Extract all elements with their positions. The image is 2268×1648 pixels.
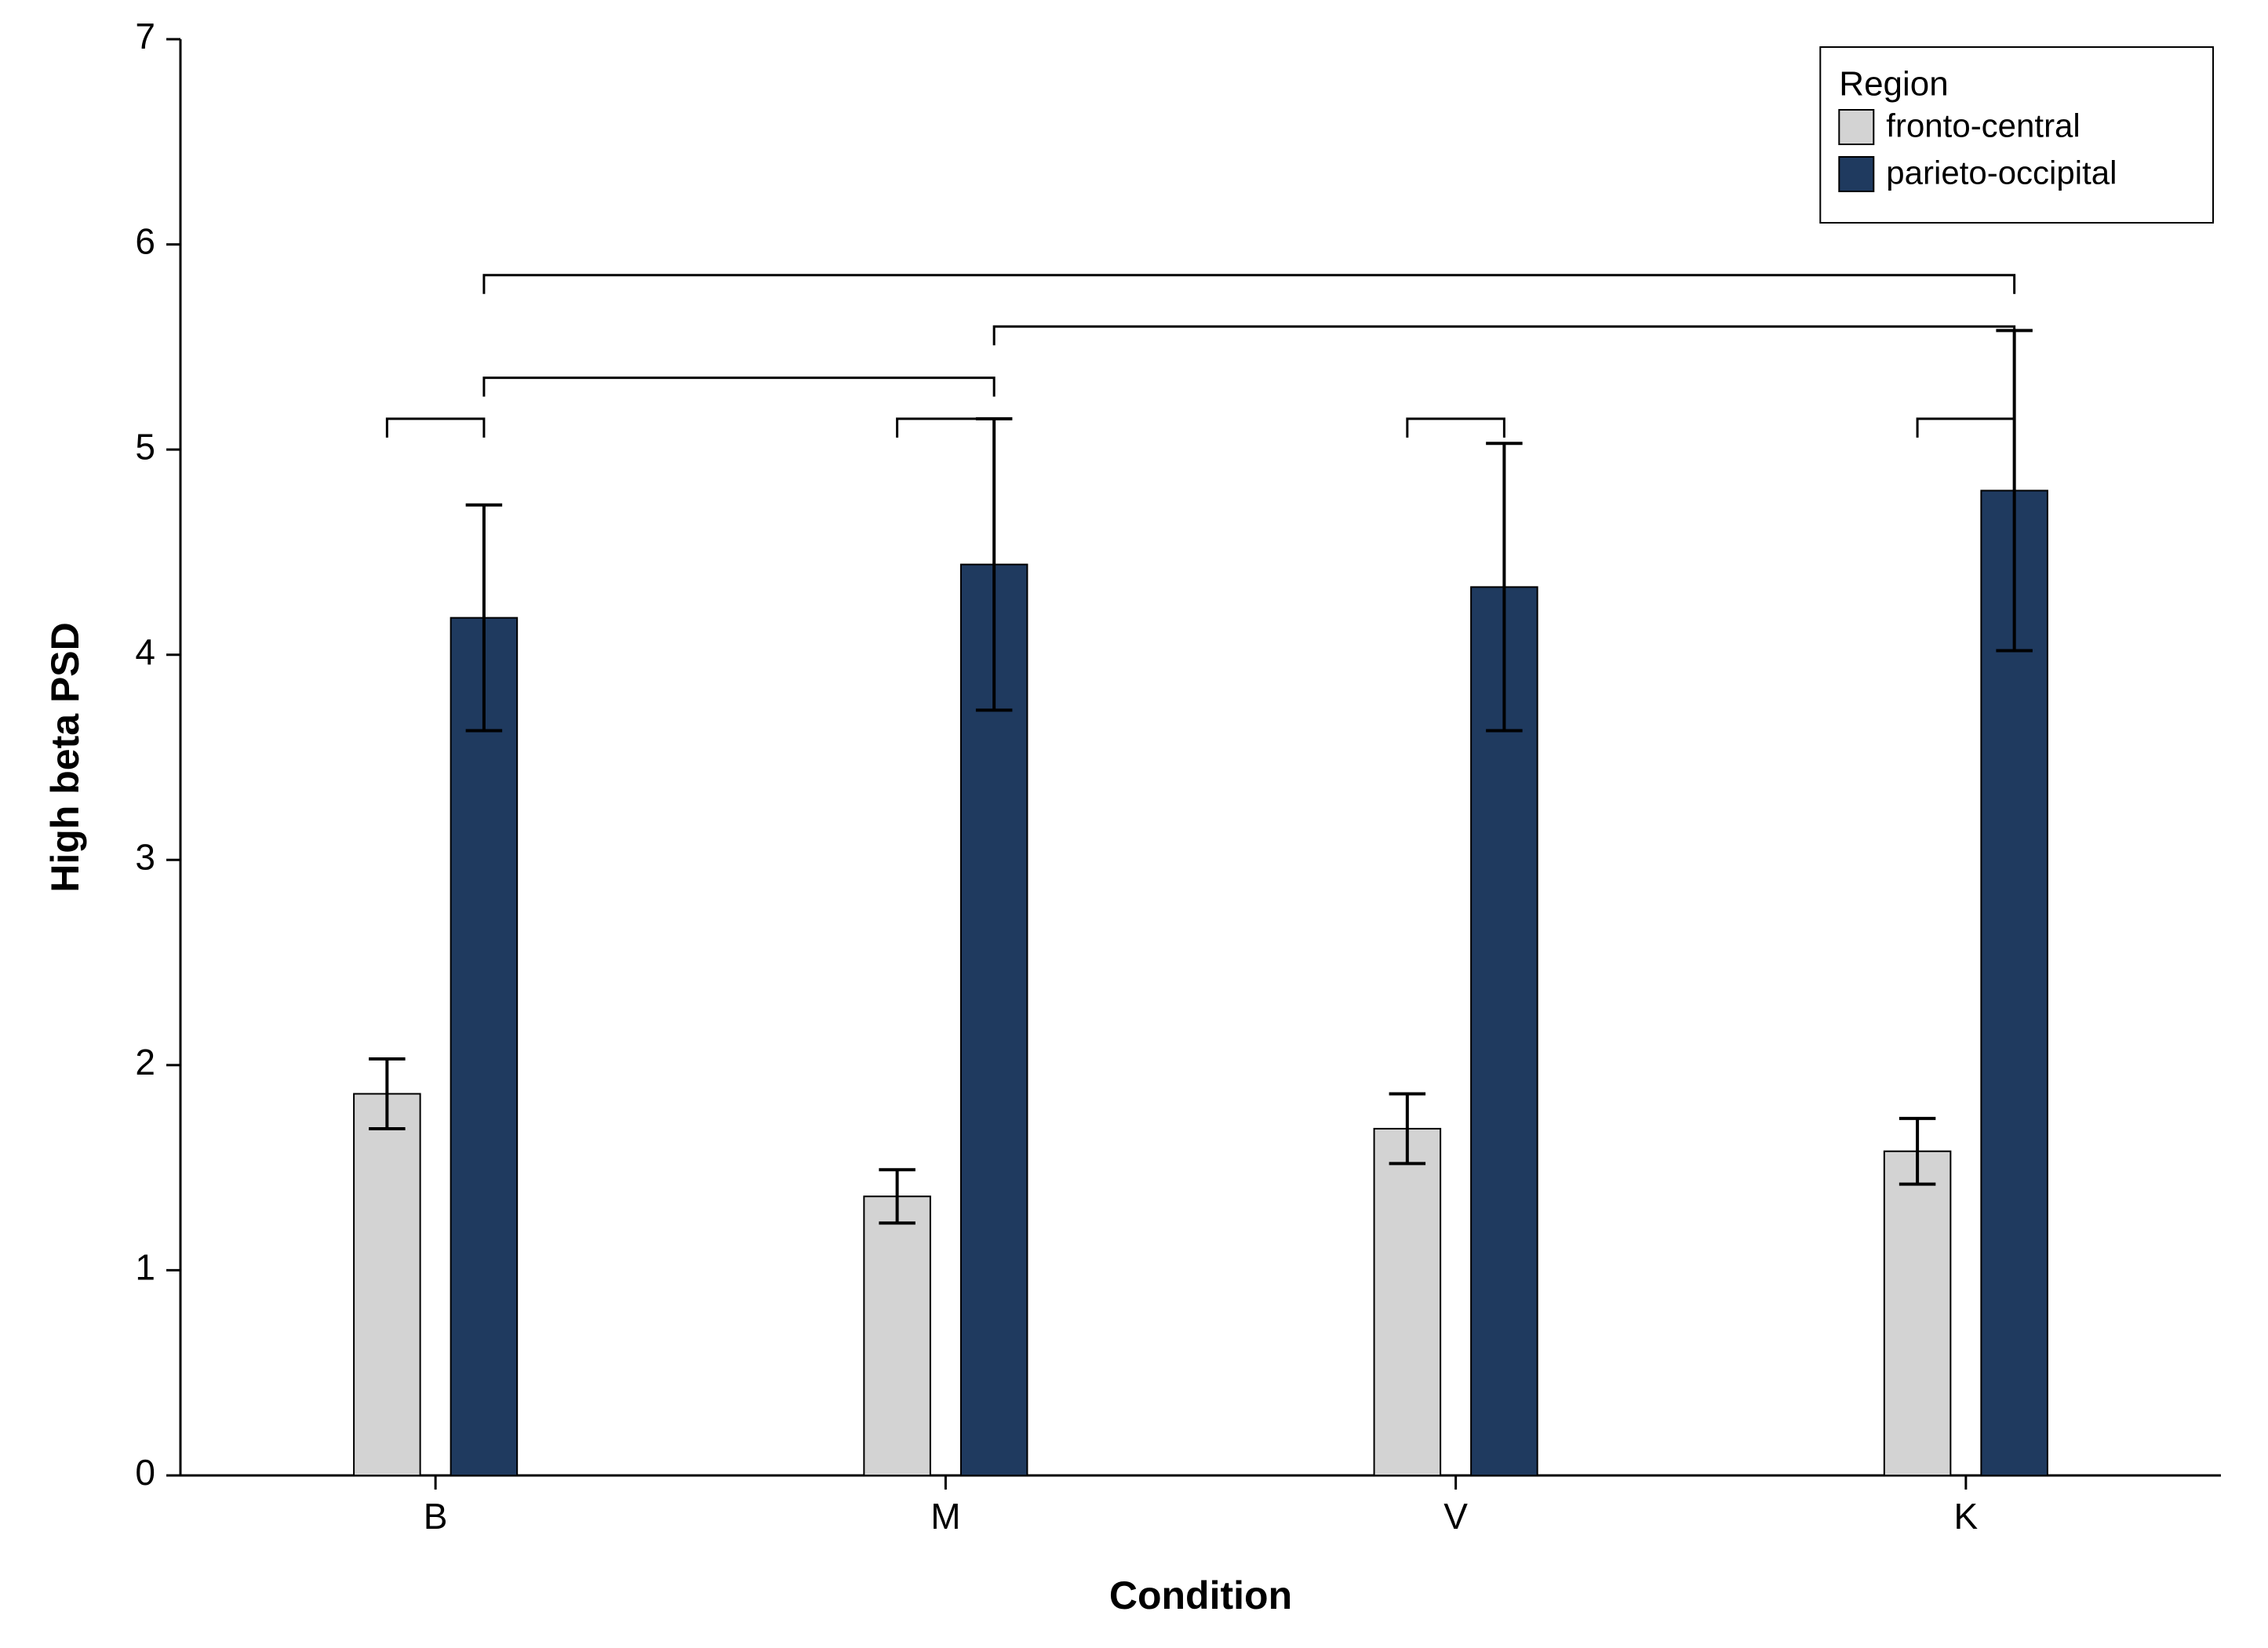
bar-chart-svg: 0 1 2 3 4 5 6 7 B M V K High beta PSD Condition Region… bbox=[0, 0, 2268, 1648]
x-tick-label: M bbox=[930, 1496, 960, 1537]
y-tick-label: 1 bbox=[135, 1247, 155, 1288]
x-tick-label: B bbox=[424, 1496, 448, 1537]
bar-V-fronto_central bbox=[1374, 1129, 1441, 1475]
y-tick-label: 4 bbox=[135, 631, 155, 672]
y-tick-label: 0 bbox=[135, 1452, 155, 1493]
legend-swatch bbox=[1839, 157, 1873, 191]
x-axis-label: Condition bbox=[1109, 1573, 1292, 1617]
y-axis-label: High beta PSD bbox=[43, 622, 87, 892]
bar-M-fronto_central bbox=[864, 1196, 930, 1475]
y-tick-label: 7 bbox=[135, 16, 155, 56]
x-tick-label: V bbox=[1443, 1496, 1468, 1537]
bar-K-fronto_central bbox=[1884, 1151, 1951, 1475]
x-tick-label: K bbox=[1954, 1496, 1979, 1537]
legend-item-label: fronto-central bbox=[1886, 107, 2080, 144]
y-tick-label: 2 bbox=[135, 1042, 155, 1082]
chart-container: 0 1 2 3 4 5 6 7 B M V K High beta PSD Condition Region… bbox=[0, 0, 2268, 1648]
bar-B-fronto_central bbox=[354, 1093, 420, 1475]
y-tick-label: 5 bbox=[135, 426, 155, 467]
y-tick-label: 6 bbox=[135, 221, 155, 262]
bar-B-parieto_occipital bbox=[451, 618, 518, 1475]
legend: Region fronto-central parieto-occipital bbox=[1820, 47, 2213, 223]
legend-title: Region bbox=[1839, 64, 1948, 103]
legend-swatch bbox=[1839, 110, 1873, 144]
y-tick-label: 3 bbox=[135, 836, 155, 877]
legend-item-label: parieto-occipital bbox=[1886, 154, 2117, 191]
